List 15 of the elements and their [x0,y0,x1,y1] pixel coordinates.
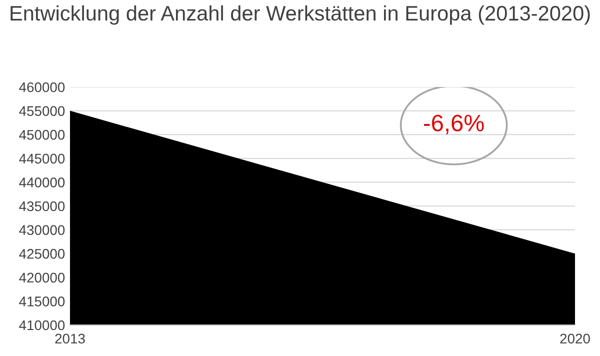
y-tick-label: 415000 [19,296,65,306]
y-tick-label: 425000 [19,248,65,259]
y-tick-label: 435000 [19,201,65,212]
y-tick-label: 410000 [19,320,65,330]
x-tick-label: 2013 [55,334,85,344]
x-tick-label: 2020 [560,334,590,344]
y-tick-label: 450000 [19,130,65,140]
annotation: -6,6% [424,114,484,134]
y-tick-label: 420000 [19,272,65,283]
y-tick-label: 440000 [19,178,65,188]
y-tick-label: 455000 [19,106,65,116]
chart-title: Entwicklung der Anzahl der Werkstätten in Europa (2013-2020) [10,5,590,25]
y-tick-label: 460000 [19,82,65,92]
y-tick-label: 445000 [19,154,65,164]
y-tick-label: 430000 [19,225,65,235]
